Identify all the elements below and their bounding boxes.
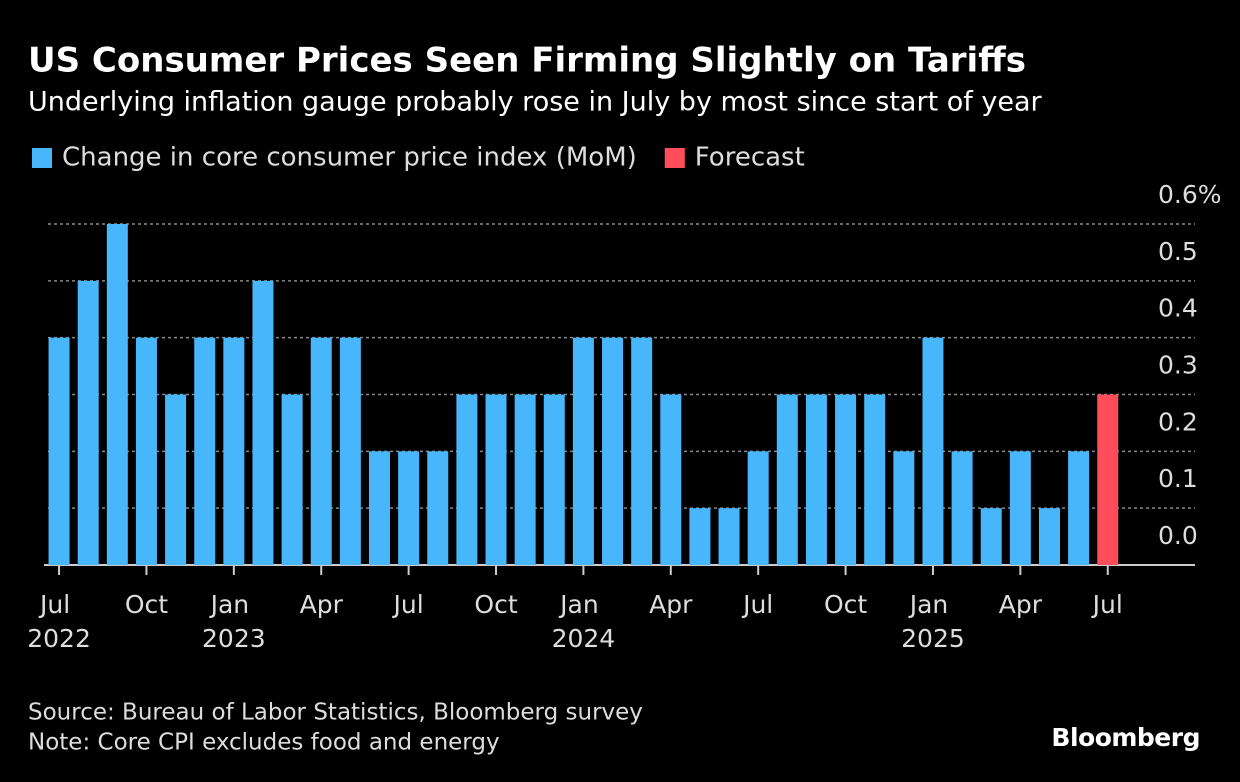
bar: [718, 508, 740, 565]
x-tick-label: Jul 2022: [27, 590, 91, 653]
x-tick-label: Oct: [125, 590, 168, 619]
bar: [835, 394, 857, 565]
chart-title: US Consumer Prices Seen Firming Slightly…: [28, 41, 1026, 81]
bar: [1038, 508, 1060, 565]
x-tick-label: Jul: [741, 590, 773, 619]
bar: [194, 337, 216, 565]
x-tick-label: Oct: [824, 590, 867, 619]
brand-logo: Bloomberg: [1051, 723, 1200, 752]
bar: [427, 451, 449, 565]
chart-subtitle: Underlying inflation gauge probably rose…: [28, 87, 1042, 118]
bar: [980, 508, 1002, 565]
x-tick-label: Jan 2024: [552, 590, 616, 653]
bar: [1097, 394, 1119, 565]
bar: [951, 451, 973, 565]
bar: [864, 394, 886, 565]
bar: [572, 337, 594, 565]
bar: [456, 394, 478, 565]
bar: [223, 337, 245, 565]
bar: [660, 394, 682, 565]
x-tick-label: Apr: [649, 590, 693, 619]
y-tick-label: 0.4: [1158, 294, 1198, 323]
note: Note: Core CPI excludes food and energy: [28, 730, 500, 756]
bar: [165, 394, 187, 565]
bar: [689, 508, 711, 565]
y-tick-label: 0.0: [1158, 521, 1198, 550]
bar: [602, 337, 624, 565]
bar: [368, 451, 390, 565]
y-tick-label: 0.2: [1158, 407, 1198, 436]
bar: [281, 394, 303, 565]
bar: [514, 394, 536, 565]
x-tick-label: Jul: [1091, 590, 1123, 619]
y-tick-label: 0.5: [1158, 237, 1198, 266]
bar: [106, 224, 128, 565]
y-tick-label: 0.6%: [1158, 180, 1222, 209]
bar: [893, 451, 915, 565]
x-tick-label: Jul: [392, 590, 424, 619]
x-tick-label: Oct: [474, 590, 517, 619]
x-tick-label: Apr: [999, 590, 1043, 619]
bar: [922, 337, 944, 565]
legend-swatch: [664, 148, 685, 168]
bar: [805, 394, 827, 565]
source: Source: Bureau of Labor Statistics, Bloo…: [28, 700, 643, 726]
bar: [252, 280, 274, 565]
x-tick-label: Apr: [300, 590, 344, 619]
bar: [339, 337, 361, 565]
x-tick-label: Jan 2025: [901, 590, 965, 653]
bar: [310, 337, 332, 565]
bar: [1068, 451, 1090, 565]
bar: [776, 394, 798, 565]
x-tick-label: Jan 2023: [202, 590, 266, 653]
bar: [747, 451, 769, 565]
y-tick-label: 0.3: [1158, 351, 1198, 380]
legend-swatch: [32, 148, 52, 168]
bar: [398, 451, 420, 565]
bar: [1009, 451, 1031, 565]
bar: [485, 394, 507, 565]
legend-label: Change in core consumer price index (MoM…: [62, 143, 637, 173]
bar: [135, 337, 157, 565]
legend-label: Forecast: [695, 143, 805, 173]
y-tick-label: 0.1: [1158, 464, 1198, 493]
bar: [543, 394, 565, 565]
bar: [48, 337, 70, 565]
bar: [631, 337, 653, 565]
bar: [77, 280, 99, 565]
